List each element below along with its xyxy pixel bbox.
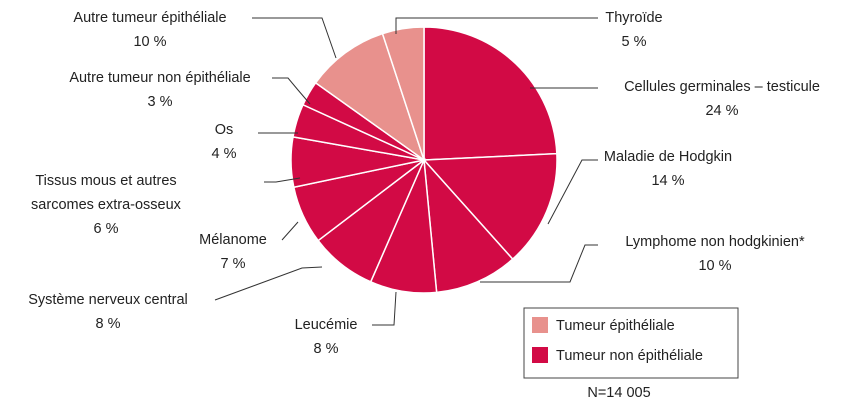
slice-label: Maladie de Hodgkin 14 %: [604, 145, 732, 193]
leader-line: [214, 266, 323, 301]
value-label: 5 %: [621, 34, 647, 50]
category-label: Mélanome: [199, 232, 267, 248]
leader-line: [547, 159, 598, 225]
leader-line: [395, 17, 598, 34]
value-label: 6 %: [93, 221, 119, 237]
leader-line: [281, 221, 299, 241]
value-label: 8 %: [313, 341, 339, 357]
category-label: Maladie de Hodgkin: [603, 149, 733, 165]
category-label: Système nerveux central: [28, 292, 188, 308]
value-label: 7 %: [220, 256, 246, 272]
category-label: Thyroïde: [605, 10, 663, 26]
leader-line: [264, 177, 301, 183]
category-label: Leucémie: [294, 317, 358, 333]
value-label: 24 %: [705, 103, 739, 119]
slice-label: Système nerveux central 8 %: [28, 288, 188, 336]
value-label: 10 %: [698, 258, 732, 274]
value-label: 4 %: [211, 146, 237, 162]
slice-label: Autre tumeur épithéliale 10 %: [73, 6, 226, 54]
value-label: 3 %: [147, 94, 173, 110]
pie-slice: [422, 152, 558, 261]
category-label: Tissus mous et autres sarcomes extra-oss…: [31, 173, 181, 213]
legend-label: Tumeur épithéliale: [556, 318, 675, 334]
legend-swatch: [532, 317, 548, 333]
slice-label: Cellules germinales – testicule 24 %: [624, 75, 820, 123]
slice-label: Tissus mous et autres sarcomes extra-oss…: [16, 169, 196, 241]
pie-slice: [423, 157, 514, 294]
value-label: 8 %: [95, 316, 121, 332]
slice-label: Mélanome 7 %: [199, 228, 267, 276]
legend-box: [523, 307, 739, 379]
note: N=14 005: [587, 385, 650, 401]
leader-line: [372, 291, 397, 326]
pie-slice: [423, 26, 558, 161]
leader-line: [480, 244, 598, 283]
category-label: Cellules germinales – testicule: [624, 79, 820, 95]
slice-label: Leucémie 8 %: [295, 313, 358, 361]
category-label: Os: [214, 122, 234, 138]
legend-swatch: [532, 347, 548, 363]
pie-slice: [381, 26, 425, 161]
slice-label: Autre tumeur non épithéliale 3 %: [69, 66, 250, 114]
value-label: 14 %: [651, 173, 685, 189]
slice-label: Lymphome non hodgkinien* 10 %: [625, 230, 804, 278]
value-label: 10 %: [133, 34, 167, 50]
slice-label: Thyroïde 5 %: [605, 6, 662, 54]
legend-label: Tumeur non épithéliale: [556, 348, 703, 364]
pie-slice: [314, 32, 426, 162]
slice-label: Os 4 %: [212, 118, 237, 166]
category-label: Lymphome non hodgkinien*: [625, 234, 805, 250]
category-label: Autre tumeur non épithéliale: [69, 70, 251, 86]
leader-line: [272, 77, 311, 105]
category-label: Autre tumeur épithéliale: [73, 10, 227, 26]
leader-line: [252, 17, 337, 59]
